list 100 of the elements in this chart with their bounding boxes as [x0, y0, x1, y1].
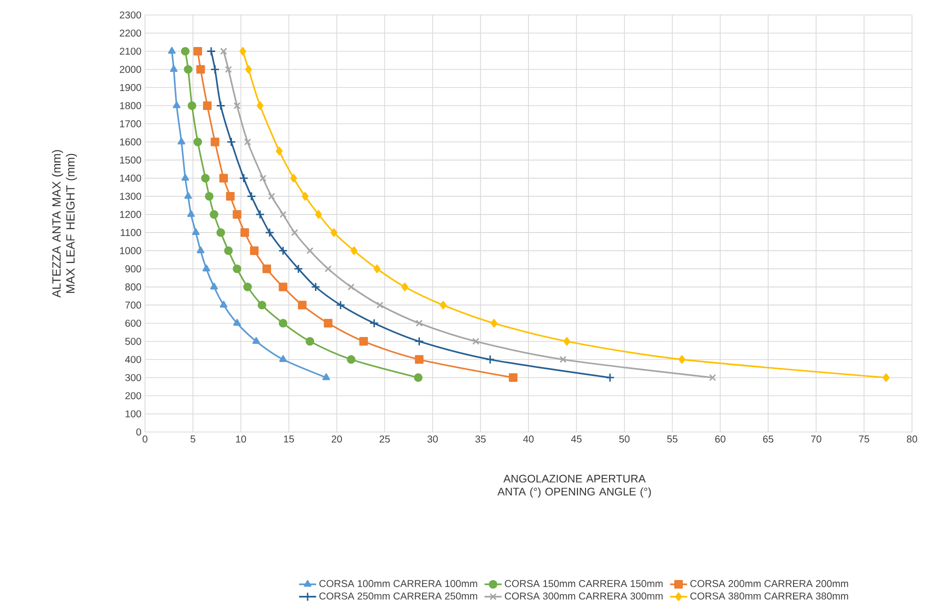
point — [184, 192, 192, 199]
point — [210, 138, 220, 146]
y-tick-label: 1700 — [120, 120, 142, 128]
x-tick-label: 0 — [142, 436, 148, 443]
point — [250, 246, 259, 255]
point — [255, 210, 265, 220]
y-tick-label: 1800 — [120, 102, 142, 110]
point — [224, 66, 232, 73]
point — [239, 173, 248, 183]
point — [605, 372, 615, 382]
legend-label: CORSA 380mm CARRERA 380mm — [690, 592, 848, 600]
point — [246, 192, 256, 201]
x-tick-label: 20 — [332, 436, 342, 443]
point — [559, 356, 567, 364]
point — [280, 210, 287, 218]
point — [302, 192, 309, 201]
point — [193, 138, 202, 146]
y-tick-label: 2200 — [120, 30, 142, 37]
point — [306, 337, 314, 346]
point — [330, 228, 338, 237]
point — [291, 229, 298, 236]
point — [306, 247, 314, 254]
point — [240, 228, 250, 237]
point — [256, 101, 264, 110]
y-tick-label: 700 — [125, 302, 142, 309]
point — [219, 174, 228, 182]
x-tick-label: 5 — [190, 436, 196, 442]
y-tick-label: 1900 — [120, 84, 142, 92]
x-axis-title: ANGOLAZIONE APERTURA ANTA (°) OPENING ANGLE (°) — [497, 474, 651, 498]
point — [359, 337, 368, 346]
point — [414, 336, 424, 346]
point — [346, 355, 356, 364]
y-tick-label: 1000 — [120, 247, 142, 254]
point — [224, 246, 233, 255]
point — [348, 283, 355, 290]
x-tick-label: 40 — [523, 436, 534, 443]
y-tick-label: 900 — [125, 265, 142, 272]
point — [187, 210, 195, 217]
x-tick-label: 25 — [380, 436, 390, 443]
y-tick-label: 2000 — [120, 66, 142, 73]
y-tick-label: 200 — [125, 392, 142, 400]
point — [262, 264, 272, 274]
point — [244, 138, 252, 146]
point — [440, 300, 447, 310]
x-tick-label: 35 — [475, 436, 486, 443]
point — [324, 318, 332, 328]
point — [210, 210, 218, 219]
point — [563, 337, 570, 346]
x-tick-label: 60 — [715, 436, 726, 443]
point — [201, 174, 210, 182]
point — [168, 46, 176, 54]
point — [278, 318, 288, 328]
point — [324, 265, 332, 272]
point — [220, 48, 228, 55]
point — [232, 210, 242, 219]
point — [374, 264, 380, 274]
point — [290, 174, 298, 182]
y-tick-label: 1500 — [120, 156, 142, 164]
point — [170, 65, 178, 72]
x-tick-label: 65 — [763, 436, 774, 443]
point — [172, 101, 180, 108]
point — [252, 337, 260, 344]
point — [882, 373, 890, 382]
y-tick-label: 1600 — [120, 138, 142, 146]
point — [210, 282, 218, 290]
point — [485, 354, 495, 364]
point — [472, 338, 480, 345]
point — [202, 264, 210, 272]
point — [278, 246, 288, 256]
y-tick-label: 100 — [126, 410, 142, 418]
point — [226, 137, 236, 147]
point — [226, 192, 235, 201]
point — [294, 264, 304, 274]
point — [416, 320, 423, 327]
x-tick-label: 80 — [906, 436, 918, 443]
point — [196, 246, 204, 254]
point — [298, 300, 307, 310]
y-tick-label: 1400 — [120, 174, 142, 182]
point — [322, 373, 330, 380]
point — [310, 282, 320, 292]
y-tick-label: 400 — [125, 356, 142, 363]
point — [245, 65, 252, 74]
y-tick-label: 600 — [125, 320, 142, 327]
x-tick-label: 55 — [667, 436, 678, 442]
point — [188, 101, 196, 110]
point — [414, 373, 423, 382]
point — [216, 100, 226, 110]
point — [490, 318, 498, 328]
point — [178, 138, 186, 144]
point — [210, 64, 220, 74]
y-tick-label: 800 — [125, 283, 142, 290]
point — [192, 228, 200, 236]
point — [193, 46, 202, 56]
legend-label: CORSA 150mm CARRERA 150mm — [504, 580, 663, 588]
point — [376, 302, 384, 309]
point — [315, 210, 322, 219]
point — [196, 65, 205, 74]
x-tick-label: 15 — [284, 436, 294, 442]
y-tick-label: 0 — [136, 428, 142, 436]
point — [709, 374, 716, 382]
